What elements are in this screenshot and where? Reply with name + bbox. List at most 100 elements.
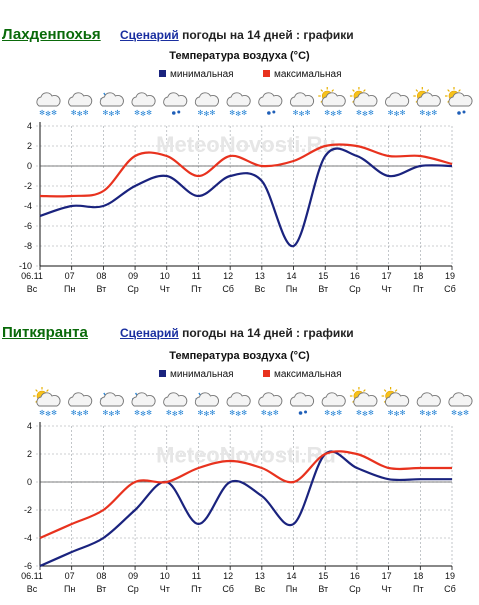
sun-ray xyxy=(363,389,366,392)
chart-title: Температура воздуха (°C) xyxy=(169,350,310,362)
snowflake-glyph: ✻ xyxy=(39,409,45,417)
snowflake-glyph: ✻ xyxy=(178,409,184,417)
cloud-rain-icon xyxy=(163,92,188,115)
y-tick-label: 0 xyxy=(27,161,32,171)
snowflake-glyph: ✻ xyxy=(356,409,362,417)
sun-cloud-snow-icon: ✻ ✻ ✻ xyxy=(349,387,378,418)
snowflake-glyph: ✻ xyxy=(463,409,469,417)
cloud-icon xyxy=(36,392,61,407)
city-link[interactable]: Лахденпохья xyxy=(2,26,101,43)
snowflake-glyph: ✻ xyxy=(336,109,342,117)
weekday-label: Вс xyxy=(27,284,38,294)
weekday-label: Пт xyxy=(191,584,202,594)
snowflake-glyph: ✻ xyxy=(77,410,83,418)
weekday-label: Пт xyxy=(413,584,424,594)
sun-cloud-snow-icon: ✻ ✻ ✻ xyxy=(413,87,441,118)
weekday-label: Ср xyxy=(349,284,361,294)
y-tick-label: -4 xyxy=(24,533,32,543)
weekday-label: Пн xyxy=(64,284,75,294)
snowflake-glyph: ✻ xyxy=(388,409,394,417)
snowflake-glyph: ✻ xyxy=(83,109,89,117)
snowflake-cloud-icon: ✻ ✻ ✻ xyxy=(99,392,124,418)
snowflake-glyph: ✻ xyxy=(324,109,330,117)
x-tick-label: 15 xyxy=(318,271,328,281)
snowflake-glyph: ✻ xyxy=(51,409,57,417)
raindrop-icon xyxy=(177,110,181,114)
x-tick-label: 07 xyxy=(65,271,75,281)
x-tick-label: 11 xyxy=(192,271,201,281)
y-tick-label: 2 xyxy=(27,449,32,459)
weekday-label: Ср xyxy=(349,584,361,594)
x-tick-label: 12 xyxy=(223,271,233,281)
snowflake-glyph: ✻ xyxy=(210,109,216,117)
sun-cloud-snow-icon: ✻ ✻ ✻ xyxy=(318,87,346,118)
sun-cloud-rain-icon xyxy=(445,87,473,115)
cloud-snow-icon: ✻ ✻ ✻ xyxy=(131,92,156,118)
weekday-label: Чт xyxy=(160,284,170,294)
snowflake-glyph: ✻ xyxy=(108,410,114,418)
scenario-link[interactable]: Сценарий xyxy=(120,326,179,340)
cloud-snow-icon: ✻ ✻ ✻ xyxy=(321,392,346,418)
snowflake-glyph: ✻ xyxy=(394,110,400,118)
weekday-label: Ср xyxy=(127,284,139,294)
legend-min-label: минимальная xyxy=(170,69,234,80)
snowflake-glyph: ✻ xyxy=(368,409,374,417)
y-tick-label: -10 xyxy=(19,261,32,271)
cloud-icon xyxy=(321,92,346,107)
snowflake-glyph: ✻ xyxy=(293,109,299,117)
cloud-icon xyxy=(131,92,156,107)
legend-min-swatch xyxy=(159,70,166,77)
legend-max-swatch xyxy=(263,370,270,377)
weekday-label: Вт xyxy=(318,584,328,594)
cloud-snow-icon: ✻ ✻ ✻ xyxy=(416,392,441,418)
weekday-label: Пт xyxy=(413,284,424,294)
weekday-label: Пт xyxy=(191,284,202,294)
sun-cloud-snow-icon: ✻ ✻ ✻ xyxy=(349,87,378,118)
sun-ray xyxy=(426,89,430,92)
snowflake-glyph: ✻ xyxy=(425,110,431,118)
snowflake-glyph: ✻ xyxy=(457,410,463,418)
cloud-icon xyxy=(99,92,124,107)
x-tick-label: 06.11 xyxy=(21,571,43,581)
cloud-icon xyxy=(258,92,283,107)
cloud-icon xyxy=(226,392,251,407)
y-tick-label: -2 xyxy=(24,181,32,191)
cloud-snow-icon: ✻ ✻ ✻ xyxy=(68,92,93,118)
snowflake-glyph: ✻ xyxy=(140,110,146,118)
snowflake-glyph: ✻ xyxy=(77,110,83,118)
snowflake-glyph: ✻ xyxy=(45,410,51,418)
scenario-link[interactable]: Сценарий xyxy=(120,28,179,42)
x-tick-label: 06.11 xyxy=(21,271,43,281)
snowflake-cloud-icon: ✻ ✻ ✻ xyxy=(194,392,219,418)
watermark: MeteoNovosti.Ru xyxy=(156,132,336,157)
sun-ray xyxy=(415,89,419,92)
snowflake-glyph: ✻ xyxy=(362,410,368,418)
raindrop-icon xyxy=(462,110,466,114)
city-link[interactable]: Питкяранта xyxy=(2,324,88,341)
cloud-snow-icon: ✻ ✻ ✻ xyxy=(36,92,61,118)
cloud-snow-icon: ✻ ✻ ✻ xyxy=(289,92,315,118)
sun-ray xyxy=(46,389,49,392)
snowflake-glyph: ✻ xyxy=(229,109,235,117)
cloud-icon xyxy=(321,392,346,407)
sun-cloud-snow-icon: ✻ ✻ ✻ xyxy=(33,387,61,418)
legend-max-label: максимальная xyxy=(274,369,342,380)
snowflake-glyph: ✻ xyxy=(102,109,108,117)
x-tick-label: 16 xyxy=(350,571,360,581)
weather-icons: ✻ ✻ ✻ ✻ ✻ ✻ ✻ ✻ ✻ ✻ ✻ ✻ ✻ ✻ ✻ ✻ ✻ ✻ ✻ ✻ ✻ ✻ ✻ ✻ ✻ ✻ ✻ ✻ ✻ ✻ ✻ ✻ ✻ xyxy=(36,87,473,118)
scenario-heading: Сценарий погоды на 14 дней : графики xyxy=(120,326,354,340)
x-tick-label: 10 xyxy=(160,271,170,281)
raindrop-icon xyxy=(267,111,271,115)
cloud-snow-icon: ✻ ✻ ✻ xyxy=(163,392,188,418)
snowflake-glyph: ✻ xyxy=(146,109,152,117)
cloud-icon xyxy=(99,392,124,407)
series-min-line xyxy=(39,147,453,248)
raindrop-icon xyxy=(304,410,308,414)
y-tick-label: -4 xyxy=(24,201,32,211)
cloud-icon xyxy=(163,392,188,407)
cloud-snow-icon: ✻ ✻ ✻ xyxy=(68,392,93,418)
snowflake-glyph: ✻ xyxy=(134,109,140,117)
y-tick-label: 0 xyxy=(27,477,32,487)
scenario-text: погоды на 14 дней : графики xyxy=(178,28,354,42)
snowflake-glyph: ✻ xyxy=(140,410,146,418)
